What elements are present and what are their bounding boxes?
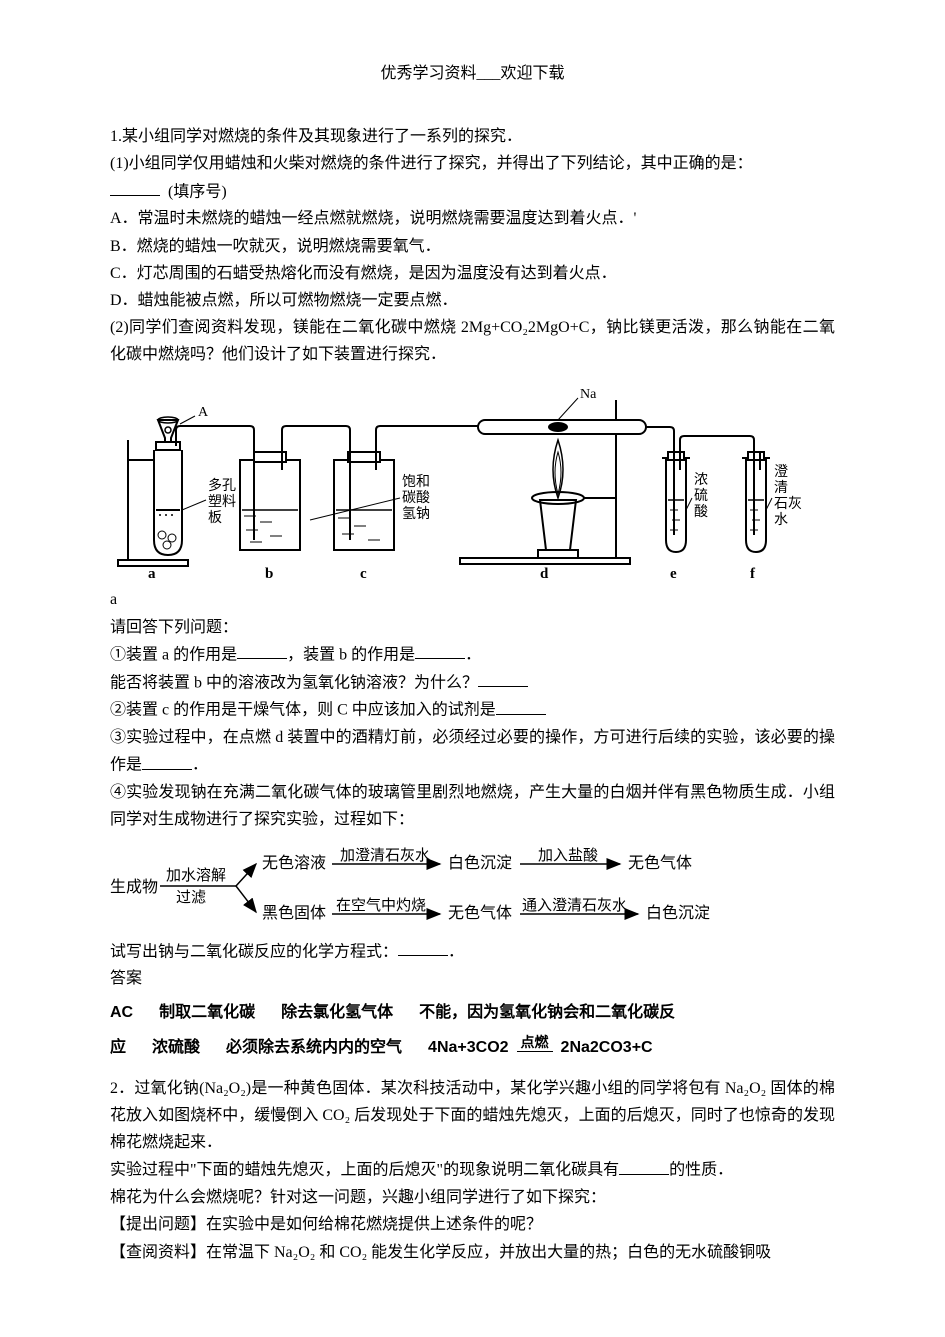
dianran-condition: 点燃	[517, 1035, 553, 1052]
product-flowchart: 生成物 加水溶解 过滤 无色溶液 加澄清石灰水 白色沉淀 加入盐酸 无色气体 黑…	[110, 840, 835, 932]
ans-naoh-part2: 应	[110, 1030, 126, 1065]
blank-c-reagent	[496, 696, 546, 715]
svg-text:在空气中灼烧: 在空气中灼烧	[336, 897, 426, 914]
svg-text:加澄清石灰水: 加澄清石灰水	[340, 847, 430, 864]
svg-text:石灰: 石灰	[774, 496, 802, 512]
blank-naoh	[478, 669, 528, 688]
answers-label: 答案	[110, 965, 835, 992]
svg-text:氢钠: 氢钠	[402, 506, 430, 522]
svg-text:浓: 浓	[694, 472, 708, 488]
svg-text:通入澄清石灰水: 通入澄清石灰水	[522, 897, 627, 914]
eq-left: 4Na+3CO2	[428, 1030, 509, 1065]
q1-stem: 1.某小组同学对燃烧的条件及其现象进行了一系列的探究．	[110, 123, 835, 150]
ans-preop: 必须除去系统内内的空气	[226, 1030, 402, 1065]
blank-equation	[398, 938, 448, 957]
q1-sub1: ①装置 a 的作用是，装置 b 的作用是．	[110, 641, 835, 669]
svg-text:碳酸: 碳酸	[402, 490, 430, 506]
q1-part1-suffix: (填序号)	[168, 183, 227, 200]
q1-part1-intro: (1)小组同学仅用蜡烛和火柴对燃烧的条件进行了探究，并得出了下列结论，其中正确的…	[110, 150, 835, 205]
q1-sub1b: 能否将装置 b 中的溶液改为氢氧化钠溶液？为什么？	[110, 669, 835, 697]
ans-equation: 4Na+3CO2 点燃 2Na2CO3+C	[428, 1030, 653, 1065]
svg-text:白色沉淀: 白色沉淀	[646, 904, 710, 922]
blank-b-role	[415, 641, 465, 660]
blank-co2-property	[619, 1156, 669, 1175]
svg-text:加水溶解: 加水溶解	[166, 867, 226, 884]
svg-text:生成物: 生成物	[110, 878, 158, 896]
svg-text:加入盐酸: 加入盐酸	[538, 847, 598, 864]
answers-block: AC 制取二氧化碳 除去氯化氢气体 不能，因为氢氧化钠会和二氧化碳反 应 浓硫酸…	[110, 995, 835, 1065]
ans-b-role: 除去氯化氢气体	[281, 995, 393, 1030]
q1-part1-text: (1)小组同学仅用蜡烛和火柴对燃烧的条件进行了探究，并得出了下列结论，其中正确的…	[110, 155, 753, 172]
svg-text:无色溶液: 无色溶液	[262, 854, 326, 872]
apparatus-figure: A 多孔 塑料 板 a	[110, 380, 835, 580]
q2-tq: 【提出问题】在实验中是如何给棉花燃烧提供上述条件的呢？	[110, 1211, 835, 1238]
ans-naoh-part1: 不能，因为氢氧化钠会和二氧化碳反	[419, 995, 675, 1030]
ans-a-role: 制取二氧化碳	[159, 995, 255, 1030]
q1-optD: D．蜡烛能被点燃，所以可燃物燃烧一定要点燃．	[110, 287, 835, 314]
svg-text:白色沉淀: 白色沉淀	[448, 854, 512, 872]
q1-sub4b: 试写出钠与二氧化碳反应的化学方程式：．	[110, 938, 835, 966]
svg-text:过滤: 过滤	[176, 889, 206, 906]
svg-text:Na: Na	[580, 387, 597, 402]
svg-text:无色气体: 无色气体	[448, 904, 512, 922]
after-fig-a: a	[110, 586, 835, 613]
q1-sub4a: ④实验发现钠在充满二氧化碳气体的玻璃管里剧烈地燃烧，产生大量的白烟并伴有黑色物质…	[110, 779, 835, 833]
label-A: A	[198, 405, 209, 420]
ans-c-reagent: 浓硫酸	[152, 1030, 200, 1065]
svg-text:无色气体: 无色气体	[628, 854, 692, 872]
eq-right: 2Na2CO3+C	[561, 1030, 653, 1065]
svg-text:水: 水	[774, 512, 788, 528]
svg-text:a: a	[148, 566, 156, 580]
svg-text:硫: 硫	[694, 488, 708, 504]
svg-text:澄: 澄	[774, 464, 788, 480]
q1-sub2: ②装置 c 的作用是干燥气体，则 C 中应该加入的试剂是	[110, 696, 835, 724]
document-page: 优秀学习资料___欢迎下载 1.某小组同学对燃烧的条件及其现象进行了一系列的探究…	[0, 0, 945, 1306]
svg-text:f: f	[750, 566, 756, 580]
svg-text:d: d	[540, 566, 549, 580]
svg-text:清: 清	[774, 480, 788, 496]
blank-a-role	[237, 641, 287, 660]
svg-text:b: b	[265, 566, 273, 580]
q2-cy: 【查阅资料】在常温下 Na₂O₂ 和 CO₂ 能发生化学反应，并放出大量的热；白…	[110, 1239, 835, 1266]
q2-p1: 2．过氧化钠(Na₂O₂)是一种黄色固体．某次科技活动中，某化学兴趣小组的同学将…	[110, 1075, 835, 1157]
q2-p2: 实验过程中"下面的蜡烛先熄灭，上面的后熄灭"的现象说明二氧化碳具有的性质．	[110, 1156, 835, 1184]
svg-text:多孔: 多孔	[208, 477, 236, 494]
q1-optC: C．灯芯周围的石蜡受热熔化而没有燃烧，是因为温度没有达到着火点．	[110, 260, 835, 287]
ans-ac: AC	[110, 995, 133, 1030]
svg-text:黑色固体: 黑色固体	[262, 904, 326, 922]
svg-text:酸: 酸	[694, 504, 708, 520]
q1-sub3: ③实验过程中，在点燃 d 装置中的酒精灯前，必须经过必要的操作，方可进行后续的实…	[110, 724, 835, 779]
q1-optB: B．燃烧的蜡烛一吹就灭，说明燃烧需要氧气．	[110, 233, 835, 260]
q1-questions-intro: 请回答下列问题：	[110, 614, 835, 641]
q2-p3: 棉花为什么会燃烧呢？针对这一问题，兴趣小组同学进行了如下探究：	[110, 1184, 835, 1211]
blank-preop	[142, 751, 192, 770]
q1-part2: (2)同学们查阅资料发现，镁能在二氧化碳中燃烧 2Mg+CO₂2MgO+C，钠比…	[110, 314, 835, 368]
svg-text:板: 板	[208, 510, 222, 526]
page-header: 优秀学习资料___欢迎下载	[110, 60, 835, 87]
q1-optA: A．常温时未燃烧的蜡烛一经点燃就燃烧，说明燃烧需要温度达到着火点．'	[110, 205, 835, 232]
svg-text:c: c	[360, 566, 367, 580]
q1-part1-blank	[110, 178, 160, 197]
svg-text:e: e	[670, 566, 677, 580]
svg-text:塑料: 塑料	[208, 494, 236, 510]
svg-text:饱和: 饱和	[402, 474, 430, 490]
